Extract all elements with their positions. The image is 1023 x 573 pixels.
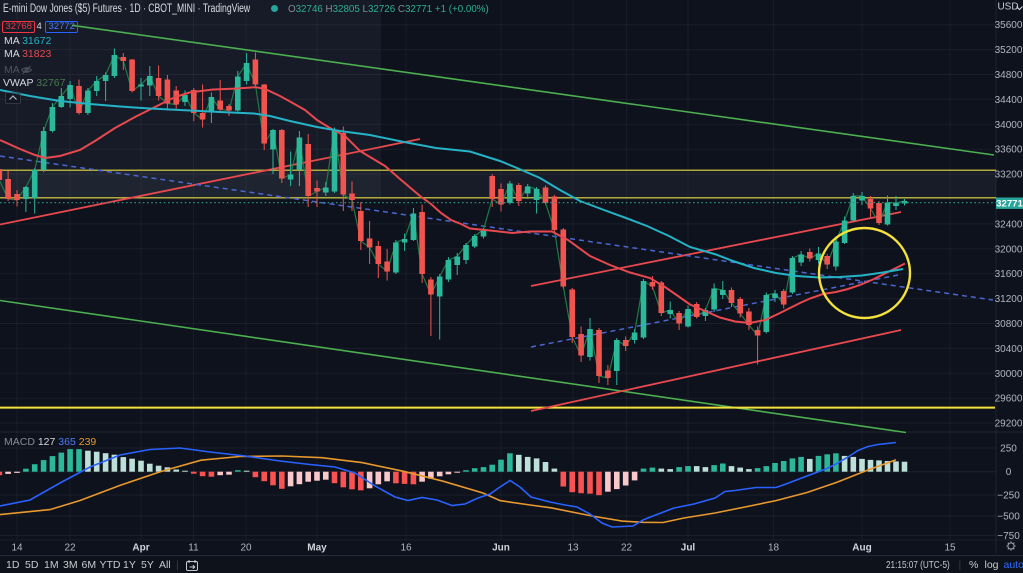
- svg-text:32771: 32771: [996, 199, 1023, 210]
- svg-text:Aug: Aug: [852, 543, 871, 554]
- svg-text:31200: 31200: [995, 294, 1023, 305]
- svg-text:14: 14: [11, 543, 23, 554]
- svg-text:16: 16: [400, 543, 412, 554]
- svg-text:22: 22: [64, 543, 76, 554]
- svg-text:32400: 32400: [995, 219, 1023, 230]
- svg-text:Jun: Jun: [492, 543, 510, 554]
- svg-text:30400: 30400: [995, 344, 1023, 355]
- svg-text:15: 15: [944, 543, 956, 554]
- svg-text:34000: 34000: [995, 120, 1023, 131]
- svg-text:30800: 30800: [995, 319, 1023, 330]
- svg-text:Apr: Apr: [132, 543, 149, 554]
- svg-text:32000: 32000: [995, 244, 1023, 255]
- svg-text:29200: 29200: [995, 419, 1023, 430]
- svg-text:250: 250: [1000, 444, 1017, 455]
- svg-text:13: 13: [567, 543, 579, 554]
- svg-text:34800: 34800: [995, 70, 1023, 81]
- svg-text:−500: −500: [997, 512, 1020, 523]
- svg-text:−750: −750: [997, 531, 1020, 542]
- svg-text:22: 22: [621, 543, 633, 554]
- svg-text:0: 0: [1006, 467, 1012, 478]
- svg-text:35600: 35600: [995, 20, 1023, 31]
- svg-text:33600: 33600: [995, 145, 1023, 156]
- svg-text:31600: 31600: [995, 269, 1023, 280]
- svg-text:May: May: [307, 543, 327, 554]
- svg-text:20: 20: [240, 543, 252, 554]
- svg-text:11: 11: [188, 543, 199, 554]
- svg-text:35200: 35200: [995, 45, 1023, 56]
- svg-text:29600: 29600: [995, 394, 1023, 405]
- svg-text:18: 18: [768, 543, 780, 554]
- svg-text:30000: 30000: [995, 369, 1023, 380]
- svg-text:Jul: Jul: [681, 543, 696, 554]
- svg-text:−250: −250: [997, 491, 1020, 502]
- svg-text:USD: USD: [997, 2, 1018, 13]
- svg-text:33200: 33200: [995, 170, 1023, 181]
- svg-text:34400: 34400: [995, 95, 1023, 106]
